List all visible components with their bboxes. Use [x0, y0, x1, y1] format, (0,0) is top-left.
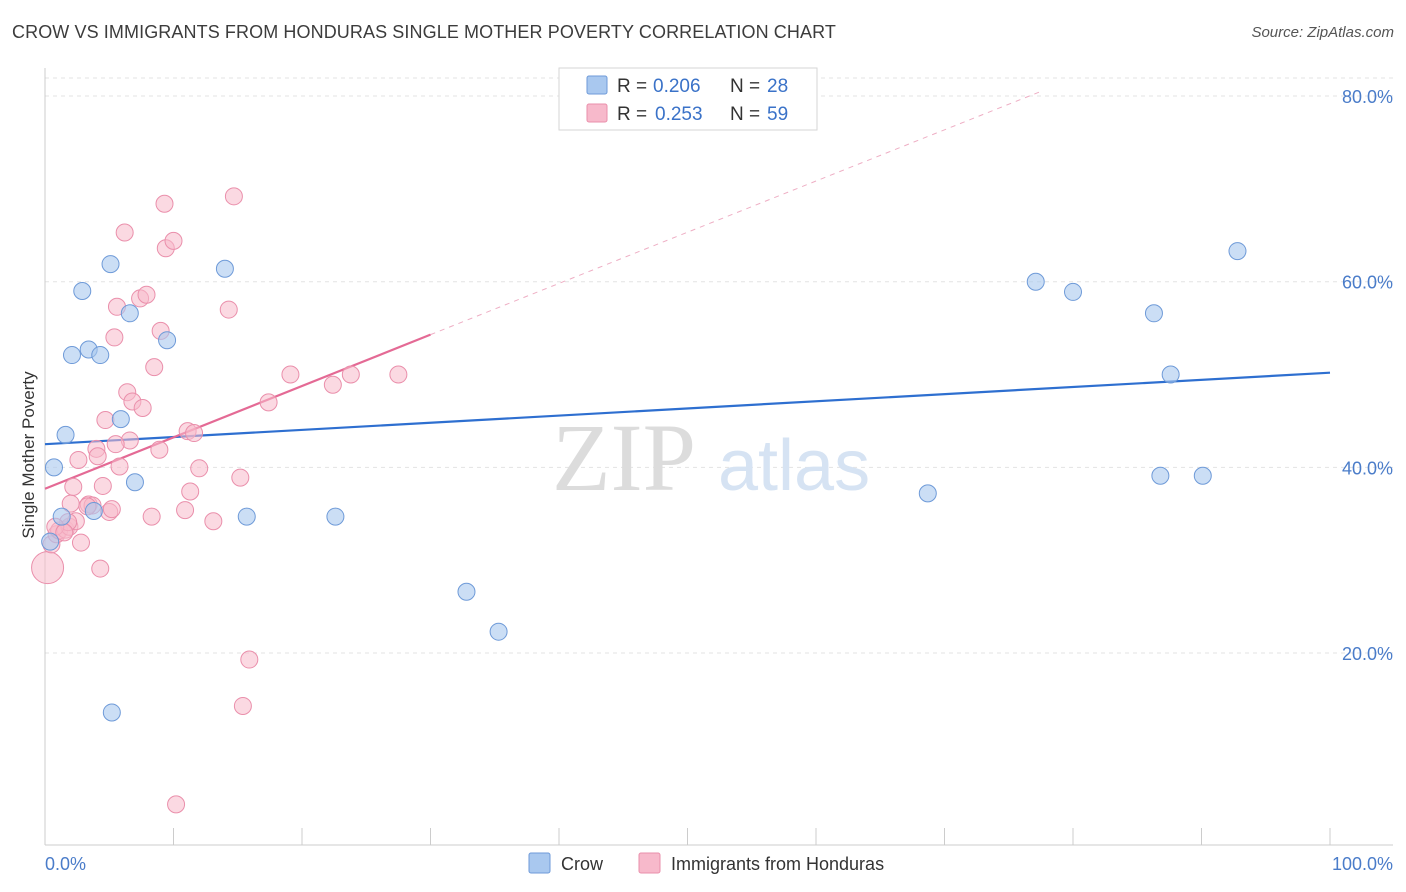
honduras-trend-line	[44, 333, 431, 490]
crow-point	[111, 410, 130, 429]
watermark-atlas: atlas	[718, 426, 870, 506]
honduras-point	[164, 231, 183, 250]
chart-source: Source: ZipAtlas.com	[1251, 24, 1394, 41]
bottom-legend-crow-swatch	[528, 852, 551, 874]
crow-point	[62, 346, 81, 365]
honduras-point	[259, 393, 278, 412]
honduras-point	[389, 365, 408, 384]
honduras-point	[190, 459, 209, 478]
legend-crow-n-value: 28	[767, 76, 788, 97]
crow-point	[158, 331, 177, 350]
bottom-legend-honduras-label: Immigrants from Honduras	[671, 854, 884, 874]
honduras-point	[102, 500, 121, 519]
legend-honduras-n-value: 59	[767, 104, 788, 125]
honduras-point	[341, 365, 360, 384]
x-tick-label-max: 100.0%	[1332, 854, 1393, 874]
crow-point	[457, 582, 476, 601]
honduras-point	[110, 457, 129, 476]
top-legend: R = 0.206 N = 28 R = 0.253 N = 59	[558, 67, 818, 131]
crow-point	[215, 259, 234, 278]
y-tick-label: 60.0%	[1342, 273, 1393, 293]
axes-layer	[44, 68, 1393, 846]
honduras-point	[105, 328, 124, 347]
crow-point	[1161, 365, 1180, 384]
honduras-point	[185, 424, 204, 443]
honduras-point	[167, 795, 186, 814]
crow-point	[489, 622, 508, 641]
honduras-point	[137, 285, 156, 304]
honduras-point	[106, 435, 125, 454]
honduras-point	[69, 450, 88, 469]
bottom-legend-honduras-swatch	[638, 852, 661, 874]
crow-point	[91, 346, 110, 365]
trend-layer	[44, 90, 1331, 490]
honduras-point	[145, 358, 164, 377]
bottom-legend: Crow Immigrants from Honduras	[528, 852, 884, 874]
y-axis-label: Single Mother Poverty	[19, 371, 38, 539]
honduras-point	[281, 365, 300, 384]
honduras-point	[155, 194, 174, 213]
y-tick-label: 80.0%	[1342, 87, 1393, 107]
points-layer	[31, 187, 1247, 814]
y-tick-label: 20.0%	[1342, 644, 1393, 664]
honduras-point	[224, 187, 243, 206]
legend-crow-n-label: N =	[730, 76, 760, 97]
watermark: ZIP atlas	[552, 404, 870, 511]
x-tick-label-min: 0.0%	[45, 854, 86, 874]
honduras-point	[71, 533, 90, 552]
bottom-legend-crow-label: Crow	[561, 854, 604, 874]
legend-honduras-n-label: N =	[730, 104, 760, 125]
crow-point	[41, 532, 60, 551]
honduras-point	[219, 300, 238, 319]
honduras-point	[133, 398, 152, 417]
crow-point	[1228, 242, 1247, 261]
honduras-point	[150, 440, 169, 459]
honduras-point	[115, 223, 134, 242]
legend-honduras-r-value: 0.253	[655, 104, 703, 125]
crow-point	[101, 255, 120, 274]
crow-point	[237, 507, 256, 526]
honduras-point	[142, 507, 161, 526]
legend-crow-swatch	[586, 75, 608, 95]
crow-point	[326, 507, 345, 526]
legend-crow-r-value: 0.206	[653, 76, 701, 97]
crow-point	[44, 458, 63, 477]
honduras-point	[323, 375, 342, 394]
honduras-point	[240, 650, 259, 669]
legend-honduras-swatch	[586, 103, 608, 123]
crow-point	[1144, 304, 1163, 323]
chart-title: CROW VS IMMIGRANTS FROM HONDURAS SINGLE …	[12, 22, 836, 42]
watermark-zip: ZIP	[552, 404, 696, 511]
honduras-point	[204, 512, 223, 531]
honduras-point	[31, 551, 65, 585]
crow-point	[1026, 272, 1045, 291]
crow-point	[918, 484, 937, 503]
crow-point	[1151, 466, 1170, 485]
honduras-point	[91, 559, 110, 578]
crow-point	[1193, 466, 1212, 485]
honduras-point	[96, 411, 115, 430]
honduras-point	[88, 447, 107, 466]
crow-point	[52, 507, 71, 526]
crow-point	[102, 703, 121, 722]
crow-point	[73, 282, 92, 301]
legend-crow-r-label: R =	[617, 76, 647, 97]
y-tick-label: 40.0%	[1342, 458, 1393, 478]
legend-honduras-r-label: R =	[617, 104, 647, 125]
crow-point	[84, 502, 103, 521]
crow-point	[125, 473, 144, 492]
honduras-point	[64, 477, 83, 496]
crow-trend-line	[44, 371, 1331, 446]
honduras-point	[176, 501, 195, 520]
crow-point	[56, 425, 75, 444]
grid-layer	[45, 77, 1393, 654]
honduras-point	[231, 468, 250, 487]
crow-point	[120, 304, 139, 323]
honduras-point	[181, 482, 200, 501]
ticks-layer: 20.0% 40.0% 60.0% 80.0% 0.0% 100.0%	[45, 87, 1393, 874]
honduras-point	[233, 696, 252, 715]
honduras-point	[93, 476, 112, 495]
crow-point	[1064, 282, 1082, 301]
